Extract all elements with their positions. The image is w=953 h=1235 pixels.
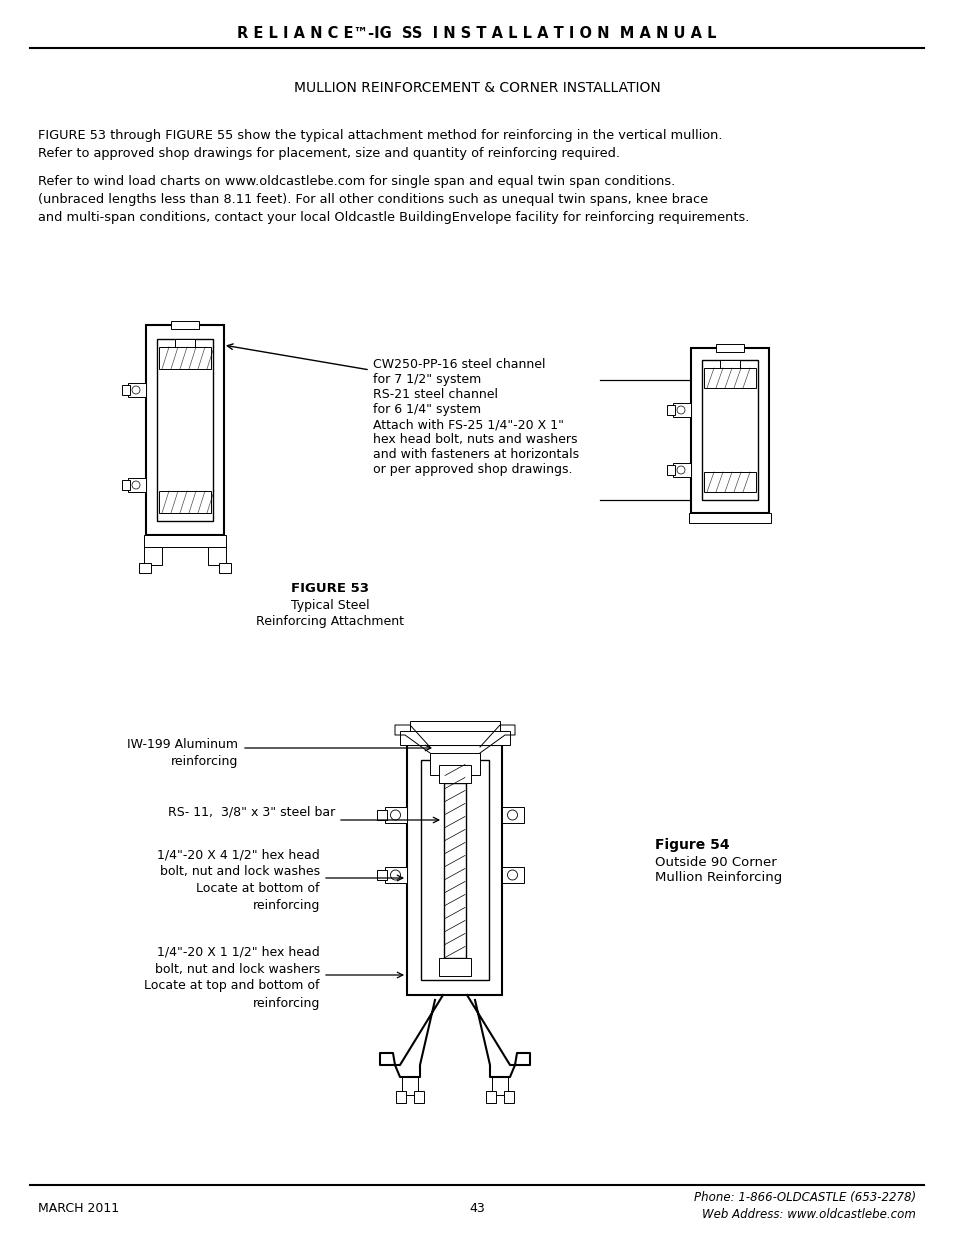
Bar	[503, 1091, 514, 1103]
Circle shape	[390, 810, 400, 820]
Text: bolt, nut and lock washes: bolt, nut and lock washes	[160, 866, 319, 878]
Bar	[438, 764, 471, 783]
Text: bolt, nut and lock washers: bolt, nut and lock washers	[154, 962, 319, 976]
Bar	[443, 783, 465, 957]
Bar	[139, 563, 151, 573]
Bar	[128, 383, 146, 396]
Bar	[502, 806, 524, 823]
Bar	[716, 343, 743, 352]
Bar	[159, 492, 211, 513]
Text: 1/4"-20 X 4 1/2" hex head: 1/4"-20 X 4 1/2" hex head	[157, 848, 319, 862]
Circle shape	[677, 406, 684, 414]
Bar	[438, 957, 471, 976]
Text: Locate at bottom of: Locate at bottom of	[196, 883, 319, 895]
Text: Reinforcing Attachment: Reinforcing Attachment	[255, 615, 403, 629]
Circle shape	[132, 387, 140, 394]
Bar	[399, 731, 510, 745]
Bar	[666, 466, 675, 475]
Bar	[703, 472, 755, 492]
Bar	[144, 547, 162, 564]
Bar	[492, 1077, 507, 1095]
Circle shape	[507, 810, 517, 820]
Bar	[377, 869, 387, 881]
Circle shape	[677, 466, 684, 474]
Circle shape	[390, 869, 400, 881]
Text: FIGURE 53 through FIGURE 55 show the typical attachment method for reinforcing i: FIGURE 53 through FIGURE 55 show the typ…	[38, 128, 721, 142]
Bar	[157, 338, 213, 521]
Bar	[171, 321, 199, 329]
Text: MARCH 2011: MARCH 2011	[38, 1202, 119, 1214]
Bar	[666, 405, 675, 415]
Bar	[430, 753, 479, 776]
Text: and multi-span conditions, contact your local Oldcastle BuildingEnvelope facilit: and multi-span conditions, contact your …	[38, 211, 749, 225]
Bar	[385, 867, 407, 883]
Text: Locate at top and bottom of: Locate at top and bottom of	[144, 979, 319, 993]
Bar	[703, 368, 755, 388]
Bar	[146, 325, 224, 535]
Text: reinforcing: reinforcing	[171, 756, 237, 768]
Bar	[502, 867, 524, 883]
Bar	[672, 403, 690, 417]
Circle shape	[132, 480, 140, 489]
Bar	[174, 338, 194, 351]
Circle shape	[507, 869, 517, 881]
Text: CW250-PP-16 steel channel
for 7 1/2" system
RS-21 steel channel
for 6 1/4" syste: CW250-PP-16 steel channel for 7 1/2" sys…	[373, 358, 578, 475]
Text: Typical Steel: Typical Steel	[291, 599, 369, 613]
Bar	[144, 535, 226, 547]
Bar	[377, 810, 387, 820]
Text: Outside 90 Corner: Outside 90 Corner	[655, 856, 776, 868]
Bar	[385, 806, 407, 823]
Bar	[122, 385, 130, 395]
Bar	[420, 760, 489, 981]
Bar	[159, 347, 211, 369]
Bar	[208, 547, 226, 564]
Text: MULLION REINFORCEMENT & CORNER INSTALLATION: MULLION REINFORCEMENT & CORNER INSTALLAT…	[294, 82, 659, 95]
Text: Phone: 1-866-OLDCASTLE (653-2278): Phone: 1-866-OLDCASTLE (653-2278)	[693, 1192, 915, 1204]
Bar	[690, 347, 768, 513]
Text: R E L I A N C E™-IG  SS  I N S T A L L A T I O N  M A N U A L: R E L I A N C E™-IG SS I N S T A L L A T…	[237, 26, 716, 42]
Bar	[410, 721, 499, 731]
Text: reinforcing: reinforcing	[253, 997, 319, 1009]
Text: (unbraced lengths less than 8.11 feet). For all other conditions such as unequal: (unbraced lengths less than 8.11 feet). …	[38, 194, 707, 206]
Bar	[440, 760, 469, 776]
Text: reinforcing: reinforcing	[253, 899, 319, 913]
Text: Web Address: www.oldcastlebe.com: Web Address: www.oldcastlebe.com	[701, 1209, 915, 1221]
Text: RS- 11,  3/8" x 3" steel bar: RS- 11, 3/8" x 3" steel bar	[168, 805, 335, 819]
Bar	[720, 359, 740, 372]
Bar	[688, 513, 770, 522]
Bar	[401, 1077, 417, 1095]
Bar	[219, 563, 231, 573]
Text: Refer to wind load charts on www.oldcastlebe.com for single span and equal twin : Refer to wind load charts on www.oldcast…	[38, 175, 675, 189]
Text: IW-199 Aluminum: IW-199 Aluminum	[127, 739, 237, 752]
Bar	[672, 463, 690, 477]
Bar	[407, 745, 502, 995]
Bar	[128, 478, 146, 492]
Text: Refer to approved shop drawings for placement, size and quantity of reinforcing : Refer to approved shop drawings for plac…	[38, 147, 619, 159]
Text: 1/4"-20 X 1 1/2" hex head: 1/4"-20 X 1 1/2" hex head	[157, 946, 319, 958]
Bar	[701, 359, 758, 500]
Text: Figure 54: Figure 54	[655, 839, 729, 852]
Text: Mullion Reinforcing: Mullion Reinforcing	[655, 872, 781, 884]
Text: FIGURE 53: FIGURE 53	[291, 582, 369, 594]
Bar	[485, 1091, 496, 1103]
Bar	[122, 480, 130, 490]
Bar	[414, 1091, 423, 1103]
Text: 43: 43	[469, 1202, 484, 1214]
Bar	[395, 1091, 406, 1103]
